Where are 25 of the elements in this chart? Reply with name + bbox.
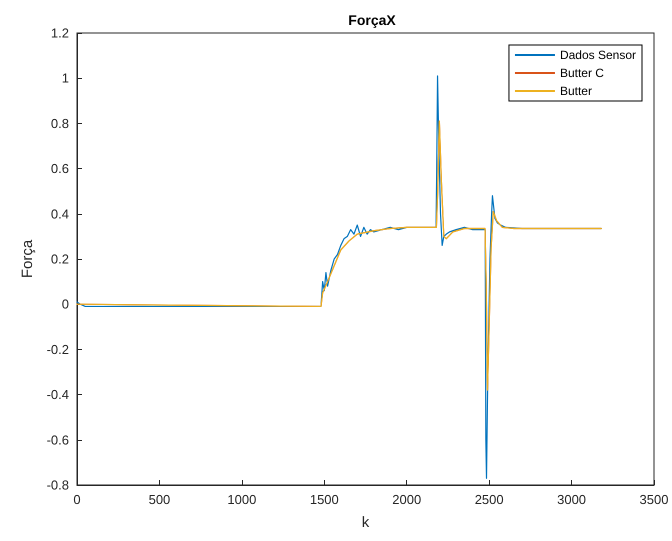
legend-label: Butter C xyxy=(560,66,604,80)
y-tick-label: 1 xyxy=(62,70,69,86)
x-tick-label: 3500 xyxy=(640,492,668,507)
y-tick-label: 0.4 xyxy=(50,206,69,222)
y-tick-label: -0.8 xyxy=(46,478,69,492)
x-tick-label: 2000 xyxy=(392,492,422,507)
x-tick-label: 3000 xyxy=(557,492,586,507)
y-tick-label: 0.2 xyxy=(50,252,69,266)
y-tick-label: -0.6 xyxy=(46,432,69,448)
x-tick-label: 2500 xyxy=(474,492,504,507)
chart-title: ForçaX xyxy=(348,12,396,28)
x-tick-label: 0 xyxy=(73,492,81,507)
y-tick-label: 1.2 xyxy=(50,26,69,40)
x-tick-label: 500 xyxy=(148,492,170,507)
legend-label: Butter xyxy=(560,84,592,98)
x-axis-title: k xyxy=(362,514,370,531)
x-tick-label: 1000 xyxy=(227,492,256,507)
y-tick-label: 0.8 xyxy=(50,116,69,131)
x-tick-label: 1500 xyxy=(310,492,339,507)
y-axis-title: Força xyxy=(19,239,36,278)
y-tick-label: 0.6 xyxy=(50,161,69,176)
y-tick-label: -0.4 xyxy=(46,387,69,402)
y-tick-label: 0 xyxy=(62,296,69,312)
y-tick-label: -0.2 xyxy=(46,342,69,357)
legend-label: Dados Sensor xyxy=(560,48,636,62)
